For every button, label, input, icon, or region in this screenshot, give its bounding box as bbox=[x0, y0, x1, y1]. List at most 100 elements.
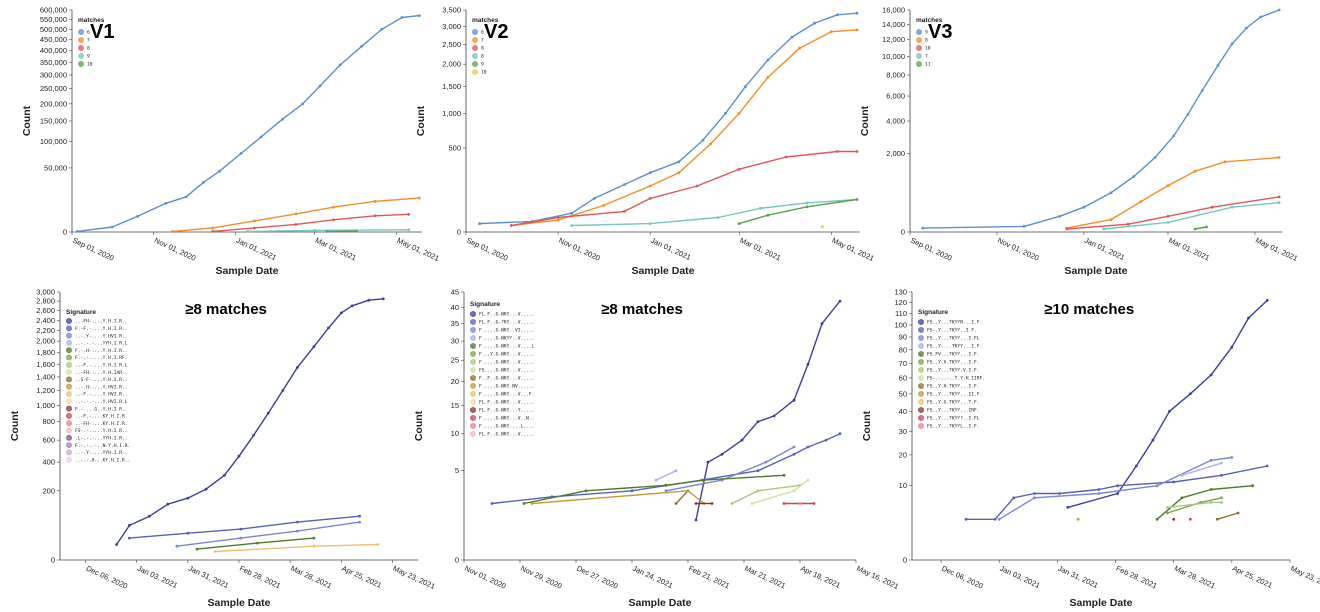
legend-title: matches bbox=[78, 17, 105, 24]
x-tick-label: Mar 28, 2021 bbox=[1173, 564, 1217, 591]
chart-svg-v3: 0 2,000 4,000 6,000 8,000 10,000 12,000 14,000 1… bbox=[859, 6, 1299, 278]
chart-title: ≥10 matches bbox=[1044, 301, 1134, 318]
x-tick-label: Nov 29, 2020 bbox=[519, 564, 563, 591]
legend-label: ..-.-.H-..KY.H.I.R.. bbox=[75, 457, 130, 463]
data-point bbox=[694, 502, 698, 505]
data-point bbox=[592, 197, 596, 200]
legend-swatch bbox=[78, 37, 84, 43]
y-tick-label: 5 bbox=[455, 466, 459, 475]
data-point bbox=[855, 28, 859, 32]
data-point bbox=[281, 117, 284, 121]
data-point bbox=[1251, 484, 1254, 488]
data-point bbox=[772, 414, 776, 418]
y-tick-label: 80 bbox=[899, 345, 907, 354]
legend-swatch bbox=[918, 399, 924, 405]
x-tick-label: May 01, 2021 bbox=[830, 236, 875, 263]
y-tick-label: 1,600 bbox=[36, 360, 55, 369]
legend-swatch bbox=[66, 449, 72, 456]
legend-label: FL.F..G-NKY...Y..... bbox=[479, 408, 534, 414]
legend-title: matches bbox=[472, 17, 499, 24]
legend-swatch bbox=[470, 327, 476, 333]
series-line bbox=[77, 14, 420, 233]
legend-label: FS..Y...TKYY...II.F. bbox=[927, 392, 982, 398]
series-line bbox=[479, 12, 858, 225]
x-tick-label: Mar 21, 2021 bbox=[743, 564, 787, 591]
y-tick-label: 35 bbox=[451, 319, 459, 328]
data-point bbox=[964, 517, 968, 521]
legend-swatch bbox=[66, 398, 72, 405]
x-tick-label: Mar 01, 2021 bbox=[738, 236, 782, 263]
legend-label: 9 bbox=[481, 62, 484, 68]
data-point bbox=[806, 362, 810, 366]
data-point bbox=[813, 21, 817, 25]
data-point bbox=[253, 226, 256, 230]
data-point bbox=[1188, 392, 1192, 396]
data-point bbox=[648, 197, 652, 200]
legend-label: ..S-F-....Y.H.I.R.. bbox=[75, 377, 128, 383]
data-point bbox=[759, 206, 762, 210]
legend-swatch bbox=[66, 456, 72, 463]
legend-swatch bbox=[918, 375, 924, 381]
data-point bbox=[255, 541, 259, 545]
legend-swatch bbox=[918, 367, 924, 373]
data-point bbox=[202, 181, 205, 184]
legend-swatch bbox=[470, 431, 476, 437]
legend-label: FS..Y...TKYYL..I.F. bbox=[927, 424, 980, 430]
data-point bbox=[1058, 214, 1062, 218]
legend-label: ..-.Y-....Y.HVI.R.. bbox=[75, 333, 128, 339]
legend-label: F.....G-NKY.NV...... bbox=[479, 384, 534, 390]
y-tick-label: 100,000 bbox=[40, 137, 67, 146]
data-point bbox=[993, 517, 997, 521]
legend-label: FL.F..G-NKY...V..... bbox=[479, 312, 534, 318]
data-point bbox=[417, 196, 421, 200]
x-tick-label: Nov 01, 2020 bbox=[463, 564, 507, 591]
legend-title: Signature bbox=[66, 309, 96, 316]
legend-label: 8 bbox=[481, 54, 484, 60]
chart-title: V1 bbox=[90, 21, 114, 43]
data-point bbox=[338, 63, 342, 67]
y-tick-label: 6,000 bbox=[886, 92, 905, 101]
x-axis-title: Sample Date bbox=[628, 597, 691, 609]
data-point bbox=[782, 473, 786, 477]
data-point bbox=[1153, 156, 1157, 159]
series-line bbox=[998, 456, 1232, 520]
legend-swatch bbox=[470, 391, 476, 397]
legend-swatch bbox=[470, 383, 476, 389]
legend-label: FS..Y...TKYY.V.I.F. bbox=[927, 368, 980, 374]
data-point bbox=[664, 489, 668, 493]
data-point bbox=[1220, 501, 1223, 504]
legend-label: FS..Y-...TKYY...I.F. bbox=[927, 344, 982, 350]
data-point bbox=[332, 218, 335, 222]
data-point bbox=[195, 547, 199, 551]
data-point bbox=[115, 543, 118, 546]
data-point bbox=[373, 214, 377, 218]
data-point bbox=[674, 469, 678, 473]
legend-label: FS-.-..-..T.Y.H.IIRF. bbox=[927, 376, 985, 382]
data-point bbox=[318, 84, 322, 88]
y-tick-label: 60 bbox=[899, 373, 907, 382]
y-tick-label: 3,000 bbox=[36, 288, 55, 297]
legend-label: 6 bbox=[481, 30, 484, 36]
data-point bbox=[1230, 456, 1234, 459]
y-tick-label: 550,000 bbox=[40, 15, 67, 24]
data-point bbox=[522, 502, 526, 505]
x-tick-label: Mar 01, 2021 bbox=[1167, 236, 1211, 263]
legend-label: F.-.-.....Y.H.I.RF. bbox=[75, 355, 128, 361]
legend-swatch bbox=[470, 359, 476, 365]
legend-swatch bbox=[472, 29, 478, 35]
data-point bbox=[1223, 160, 1227, 164]
legend-label: 10 bbox=[925, 46, 931, 52]
data-point bbox=[1193, 227, 1197, 231]
data-point bbox=[339, 311, 343, 315]
legend-swatch bbox=[66, 405, 72, 412]
data-point bbox=[1082, 205, 1086, 209]
y-axis-title: Count bbox=[21, 105, 33, 136]
legend-label: FS..Y...TKYY?..I.FL bbox=[927, 416, 980, 422]
data-point bbox=[694, 518, 698, 522]
chart-svg-8-matches-a: 0 200 400 600 800 1,000 1,200 1,400 1,600 1,800 2,… bbox=[9, 288, 437, 610]
data-point bbox=[1200, 89, 1204, 92]
data-point bbox=[664, 483, 668, 487]
chart-panel-8-matches-a: 0 200 400 600 800 1,000 1,200 1,400 1,600 1,800 2,… bbox=[0, 288, 440, 612]
y-tick-label: 1,000 bbox=[36, 401, 55, 410]
legend-swatch bbox=[470, 399, 476, 405]
